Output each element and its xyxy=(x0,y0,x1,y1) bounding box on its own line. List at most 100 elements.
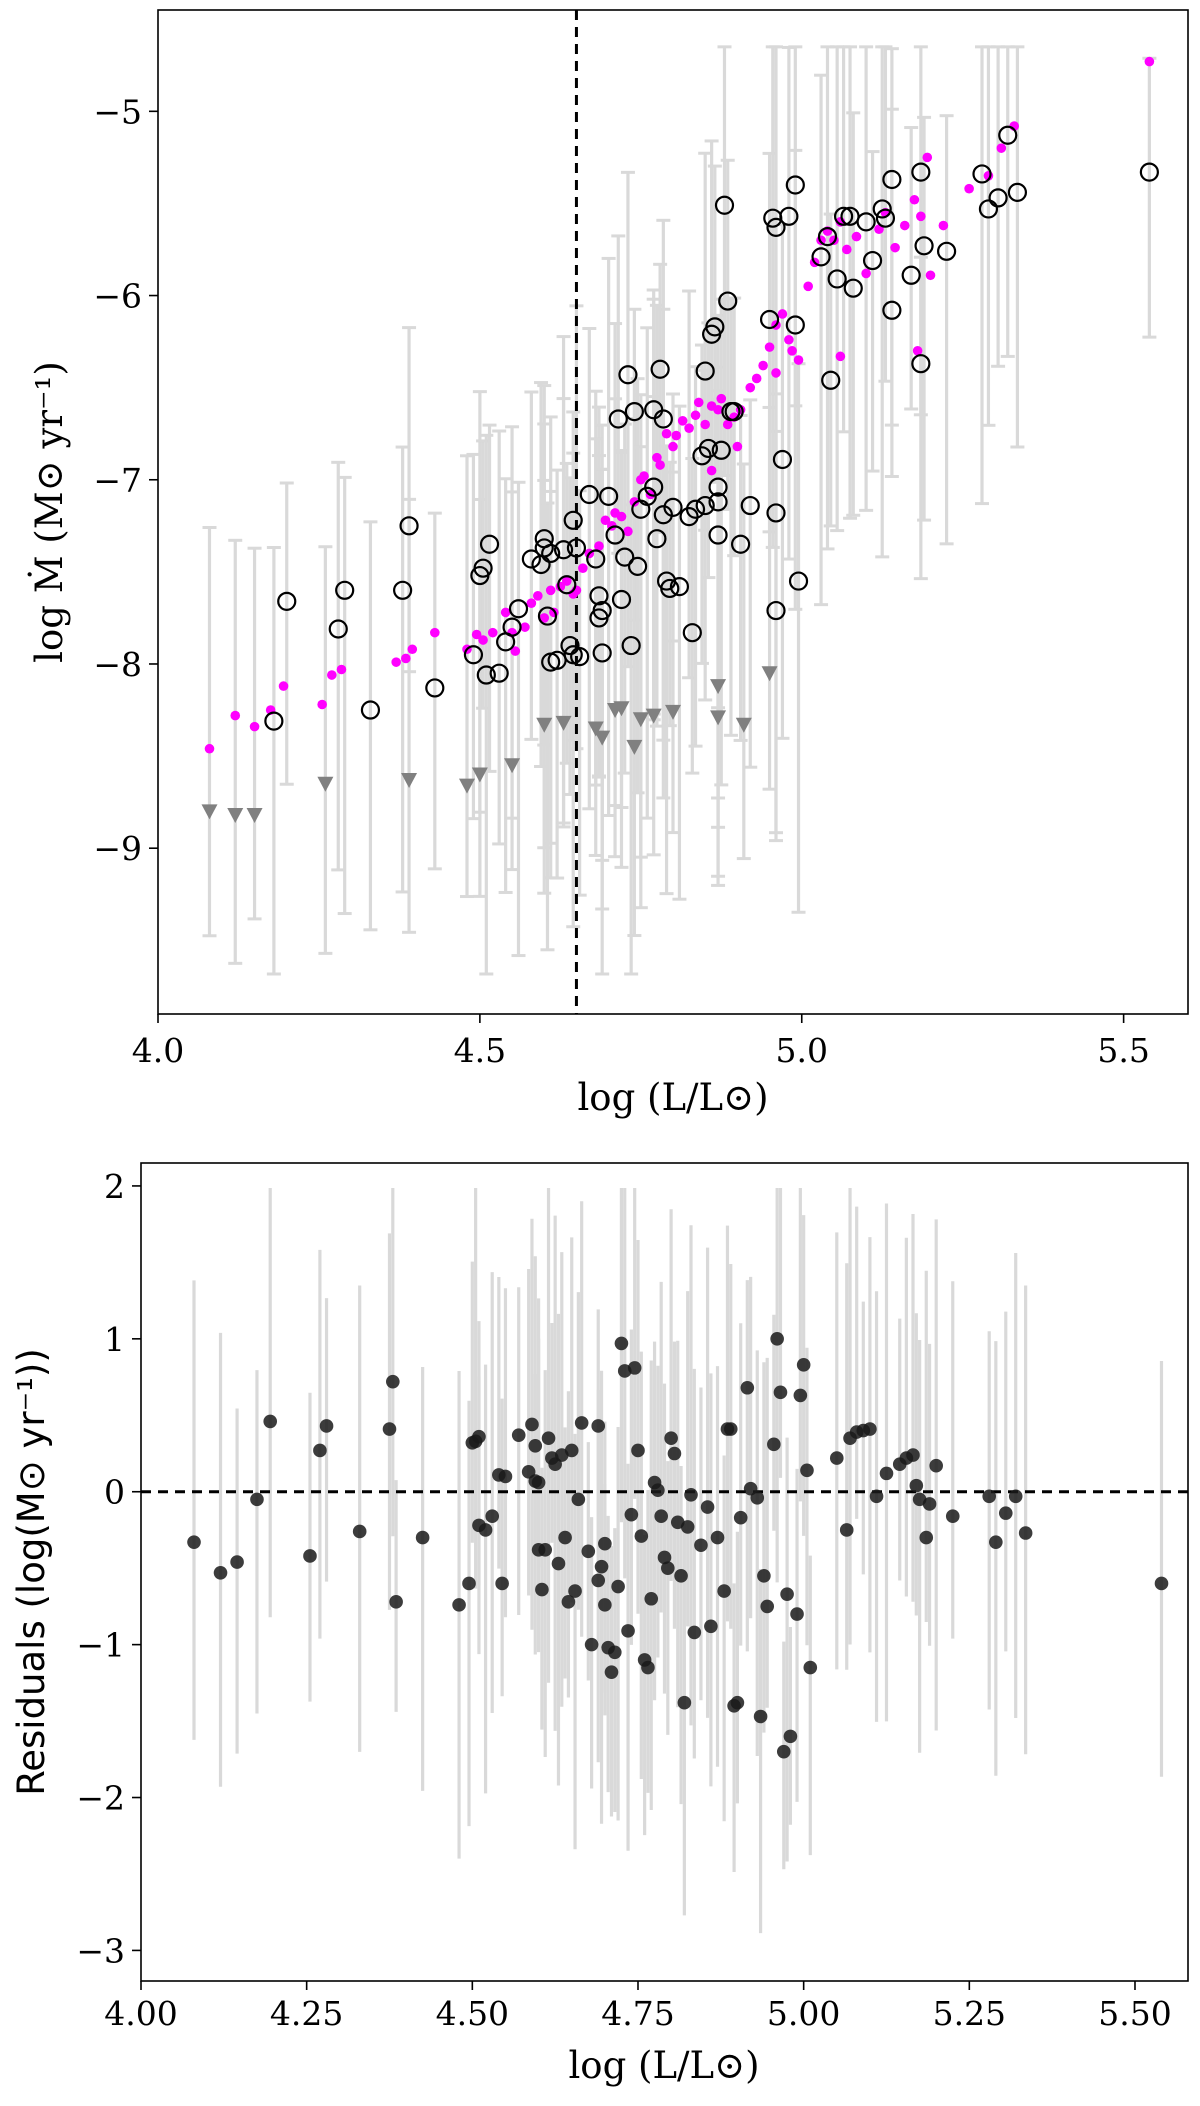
x-tick-label: 4.75 xyxy=(601,1994,674,2033)
residual-point xyxy=(452,1598,466,1612)
residual-point xyxy=(598,1536,612,1551)
model-point xyxy=(600,515,611,526)
measured-point xyxy=(766,503,786,523)
measured-point xyxy=(740,495,760,516)
measured-point xyxy=(862,250,883,271)
bottom-x-ticks: 4.00 4.25 4.50 4.75 5.00 5.25 5.50 xyxy=(104,1981,1172,2033)
model-point xyxy=(401,653,411,664)
model-point xyxy=(471,629,482,640)
model-point xyxy=(861,268,871,279)
measured-point xyxy=(718,291,738,311)
measured-point xyxy=(579,484,599,505)
model-point xyxy=(278,681,289,691)
residual-point xyxy=(677,1695,692,1710)
measured-point xyxy=(843,278,863,298)
residual-point xyxy=(386,1374,400,1389)
upper-limit-marker xyxy=(459,778,475,794)
top-axes-frame xyxy=(157,9,1189,1015)
residual-point xyxy=(922,1497,937,1511)
measured-point xyxy=(988,188,1008,208)
residual-point xyxy=(906,1448,920,1462)
model-point xyxy=(764,342,775,352)
measured-point xyxy=(827,269,847,289)
model-point xyxy=(690,410,701,421)
residual-point xyxy=(790,1607,804,1621)
upper-limit-marker xyxy=(710,710,727,726)
measured-point xyxy=(766,217,786,237)
measured-point xyxy=(399,516,419,536)
residual-point xyxy=(773,1385,788,1400)
residual-point xyxy=(710,1530,725,1545)
model-point xyxy=(204,743,215,754)
measured-point xyxy=(566,538,587,558)
residual-point xyxy=(627,1361,642,1375)
residual-point xyxy=(793,1388,808,1403)
upper-limit-marker xyxy=(504,758,521,774)
measured-point xyxy=(521,549,541,569)
upper-limit-marker xyxy=(587,721,604,737)
measured-point xyxy=(586,549,606,569)
model-point xyxy=(803,281,813,292)
measured-point xyxy=(682,623,702,643)
residual-point xyxy=(661,1561,675,1575)
upper-limit-marker xyxy=(227,808,244,824)
model-point xyxy=(722,419,733,430)
measured-point xyxy=(553,540,574,560)
top-x-ticks: 4.0 4.5 5.0 5.5 xyxy=(132,1014,1150,1070)
residual-point xyxy=(531,1475,546,1490)
measured-point xyxy=(872,199,892,219)
measured-point xyxy=(914,236,934,256)
model-point xyxy=(1144,56,1155,67)
x-tick-label: 4.00 xyxy=(104,1994,177,2033)
model-point xyxy=(671,430,682,441)
upper-limit-marker xyxy=(626,739,643,755)
measured-point xyxy=(463,645,484,665)
measured-point xyxy=(653,409,673,429)
upper-limit-marker xyxy=(632,712,649,728)
residual-point xyxy=(382,1422,397,1436)
residual-point xyxy=(770,1332,784,1346)
x-tick-label: 4.5 xyxy=(454,1031,506,1070)
y-tick-label: −5 xyxy=(93,92,142,131)
measured-point xyxy=(570,647,590,667)
x-tick-label: 5.25 xyxy=(933,1994,1006,2033)
residual-point xyxy=(839,1523,854,1537)
residual-point xyxy=(608,1645,622,1660)
residual-point xyxy=(634,1529,649,1543)
residual-point xyxy=(919,1530,934,1545)
residual-point xyxy=(989,1535,1003,1549)
residual-point xyxy=(624,1507,639,1522)
residual-point xyxy=(776,1744,791,1759)
model-point xyxy=(745,382,756,393)
top-y-ticks: −9 −8 −7 −6 −5 xyxy=(93,92,158,868)
upper-limit-marker xyxy=(710,679,727,695)
residual-point xyxy=(598,1598,612,1612)
x-tick-label: 4.50 xyxy=(436,1994,509,2033)
top-y-axis-label: log Ṁ (M⊙ yr⁻¹) xyxy=(27,361,71,663)
residual-point xyxy=(541,1431,556,1446)
residual-point xyxy=(945,1509,960,1523)
residual-point xyxy=(684,1487,698,1502)
model-point xyxy=(327,670,337,680)
model-point xyxy=(230,710,241,721)
residual-point xyxy=(462,1576,476,1591)
model-point xyxy=(700,419,710,430)
upper-limit-marker xyxy=(401,773,418,789)
measured-point xyxy=(611,589,632,610)
measured-point xyxy=(508,599,529,619)
upper-limit-marker xyxy=(735,717,752,733)
residual-point xyxy=(657,1550,672,1565)
measured-point xyxy=(936,241,957,261)
residual-point xyxy=(753,1709,768,1724)
measured-point xyxy=(730,534,751,554)
residual-point xyxy=(680,1520,695,1534)
model-point xyxy=(713,404,723,415)
model-point xyxy=(771,368,781,378)
y-tick-label: −8 xyxy=(93,645,142,684)
measured-point xyxy=(360,700,381,720)
measured-point xyxy=(698,438,719,459)
model-point xyxy=(545,585,556,596)
measured-point xyxy=(998,125,1018,145)
model-point xyxy=(964,183,974,194)
measured-point xyxy=(621,635,641,656)
